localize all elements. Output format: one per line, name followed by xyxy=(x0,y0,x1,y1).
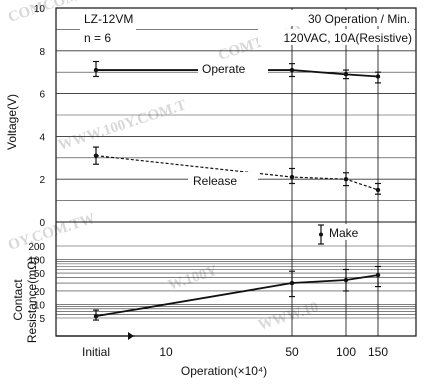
x-axis-arrow-icon xyxy=(128,332,134,340)
operate-point xyxy=(375,74,381,79)
y-tick-label-voltage: 6 xyxy=(39,90,45,101)
y-axis-label-voltage: Voltage(V) xyxy=(5,94,19,150)
make-point xyxy=(375,272,381,278)
legend-make-label: Make xyxy=(329,226,359,240)
series-layer xyxy=(93,60,381,321)
header-model: LZ-12VM xyxy=(84,12,133,26)
operate-line xyxy=(96,69,379,78)
operate-point xyxy=(289,67,295,73)
y-tick-label-voltage: 2 xyxy=(39,175,45,186)
y-tick-label-resistance: 100 xyxy=(28,256,45,267)
make-point xyxy=(93,313,99,319)
release-point xyxy=(289,174,295,180)
x-tick-label: 10 xyxy=(159,345,173,359)
release-point xyxy=(343,177,349,182)
operate-point xyxy=(93,67,99,73)
y-tick-label-voltage: 10 xyxy=(34,4,46,15)
watermark-text: W.100Y xyxy=(166,263,219,294)
watermark-layer: COMCOMCCOMTW.COWWW.100Y.COM.TOY.COM.TWW.… xyxy=(6,0,320,334)
series-label-release: Release xyxy=(193,174,237,188)
x-tick-label: 150 xyxy=(368,345,388,359)
y-tick-label-resistance: 20 xyxy=(34,287,46,298)
y-tick-label-voltage: 0 xyxy=(39,218,45,229)
y-tick-labels: 0 2 4 6 8 10 5 10 20 50 100 200 xyxy=(28,4,45,325)
watermark-text: WWW.100Y.COM.T xyxy=(56,97,188,153)
release-point xyxy=(93,153,99,158)
watermark-text: OY.COM.TW xyxy=(6,211,97,254)
header-rate: 30 Operation / Min. xyxy=(308,12,410,26)
header-sample: n = 6 xyxy=(84,31,111,45)
x-tick-label: 100 xyxy=(336,345,356,359)
make-point xyxy=(343,277,349,283)
x-tick-label: 50 xyxy=(285,345,299,359)
plot-frame xyxy=(55,7,417,337)
make-line xyxy=(95,274,379,318)
legend-make-point xyxy=(319,232,323,237)
y-tick-label-voltage: 4 xyxy=(39,132,45,143)
header-load: 120VAC, 10A(Resistive) xyxy=(284,31,413,45)
x-axis-label: Operation(×10⁴) xyxy=(181,364,267,378)
y-tick-label-resistance: 50 xyxy=(34,269,46,280)
release-point xyxy=(375,187,381,193)
x-tick-labels: Initial 10 50 100 150 xyxy=(82,345,388,359)
series-label-operate: Operate xyxy=(202,62,246,76)
y-tick-label-resistance: 5 xyxy=(39,314,45,325)
watermark-text: COMCOMC xyxy=(6,0,91,26)
operate-point xyxy=(343,72,349,77)
make-point xyxy=(289,280,295,286)
y-tick-label-voltage: 8 xyxy=(39,47,45,58)
y-axis-label-resistance: ContactResistance(mΩ) xyxy=(11,257,39,343)
y-tick-label-resistance: 10 xyxy=(34,300,46,311)
y-tick-label-resistance: 200 xyxy=(28,242,45,253)
x-tick-label: Initial xyxy=(82,345,110,359)
